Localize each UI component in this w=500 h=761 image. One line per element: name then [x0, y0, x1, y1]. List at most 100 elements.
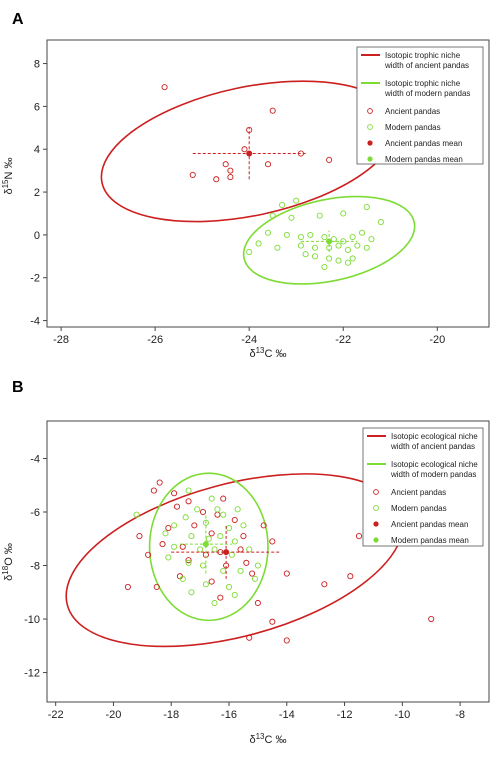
x-tick-label: -24 [241, 334, 257, 346]
modern-mean-marker [202, 541, 209, 548]
x-tick-label: -20 [429, 334, 445, 346]
x-tick-label: -18 [163, 709, 179, 721]
ancient-panda-point [326, 156, 333, 163]
legend-label: Ancient pandas [391, 488, 446, 497]
modern-panda-point [185, 559, 192, 566]
modern-panda-point [344, 246, 351, 253]
panel-b-letter: B [12, 379, 24, 396]
modern-panda-point [237, 567, 244, 574]
ancient-mean-marker [223, 549, 230, 556]
y-tick-label: 8 [34, 59, 40, 71]
modern-panda-point [231, 538, 238, 545]
modern-panda-point [335, 242, 342, 249]
panel-a-letter: A [12, 11, 24, 28]
ancient-panda-point [214, 511, 221, 518]
legend-label: Ancient pandas mean [391, 520, 468, 529]
modern-panda-point [344, 259, 351, 266]
panel-b-x-axis-label: δ13C ‰ [249, 732, 286, 746]
ancient-panda-point [136, 533, 143, 540]
legend-label: Modern pandas mean [391, 536, 469, 545]
ancient-panda-point [227, 174, 234, 181]
modern-panda-point [307, 231, 314, 238]
ancient-panda-point [217, 594, 224, 601]
panel-a-y-axis-label: δ15N ‰ [1, 157, 15, 194]
ancient-panda-point [185, 498, 192, 505]
ancient-panda-point [153, 583, 160, 590]
modern-legend-filled-key [373, 537, 379, 543]
ancient-panda-point [191, 522, 198, 529]
panel-a-x-axis-label: δ13C ‰ [249, 346, 286, 360]
modern-panda-point [214, 506, 221, 513]
legend-label: Ancient pandas mean [385, 139, 462, 148]
modern-panda-point [188, 533, 195, 540]
x-tick-label: -16 [221, 709, 237, 721]
ancient-panda-point [150, 487, 157, 494]
modern-panda-point [279, 201, 286, 208]
ancient-legend-open-key [373, 489, 379, 495]
modern-panda-point [288, 214, 295, 221]
y-tick-label: 6 [34, 101, 40, 113]
ancient-panda-point [241, 146, 248, 153]
legend-label: Isotopic ecological niche width of ancien… [390, 432, 478, 451]
panel-a-means [192, 127, 358, 253]
modern-panda-point [340, 210, 347, 217]
modern-panda-point [202, 519, 209, 526]
modern-panda-point [335, 257, 342, 264]
modern-panda-point [368, 236, 375, 243]
modern-panda-point [185, 487, 192, 494]
y-tick-label: -10 [24, 614, 40, 626]
ancient-panda-point [264, 161, 272, 168]
legend-box [356, 46, 484, 165]
modern-panda-point [194, 506, 201, 513]
modern-panda-point [234, 506, 241, 513]
y-tick-label: -4 [30, 316, 40, 328]
modern-panda-point [220, 511, 227, 518]
ancient-legend-filled-key [373, 521, 379, 527]
modern-panda-point [283, 231, 290, 238]
ancient-panda-point [222, 161, 229, 168]
ancient-panda-point [249, 570, 256, 577]
legend-label: Modern pandas mean [385, 155, 463, 164]
modern-panda-point [321, 263, 328, 271]
ancient-panda-point [227, 167, 234, 174]
modern-panda-point [220, 567, 227, 574]
y-tick-label: -6 [30, 507, 40, 519]
modern-mean-marker [326, 238, 333, 245]
modern-panda-point [349, 233, 356, 241]
modern-panda-point [311, 253, 319, 260]
ancient-panda-point [171, 490, 178, 497]
modern-panda-point [225, 524, 233, 532]
modern-panda-point [255, 240, 262, 247]
modern-panda-point [363, 204, 370, 211]
modern-panda-point [211, 599, 218, 607]
modern-panda-point [254, 562, 261, 569]
ancient-panda-point [189, 171, 196, 178]
x-tick-label: -14 [279, 709, 295, 721]
y-tick-label: 4 [34, 144, 40, 156]
ancient-panda-point [185, 557, 192, 564]
modern-panda-point [246, 546, 253, 553]
modern-panda-point [240, 522, 247, 529]
x-tick-label: -22 [48, 709, 64, 721]
ancient-panda-point [208, 530, 215, 537]
legend-label: Ancient pandas [385, 107, 440, 116]
ancient-panda-point [124, 583, 131, 590]
ancient-panda-point [161, 84, 168, 91]
modern-panda-point [208, 495, 215, 502]
modern-panda-point [293, 197, 300, 204]
modern-panda-point [211, 546, 218, 553]
ancient-panda-point [269, 538, 276, 545]
modern-panda-point [358, 229, 366, 236]
panel-b-plot-frame [46, 420, 490, 703]
modern-panda-point [377, 219, 384, 226]
modern-panda-point [311, 244, 319, 251]
modern-panda-point [179, 575, 186, 582]
modern-panda-point [321, 233, 328, 241]
modern-panda-point [225, 583, 233, 590]
modern-panda-point [246, 248, 253, 256]
legend-box [362, 427, 484, 547]
modern-panda-point [363, 244, 370, 251]
y-tick-label: -4 [30, 453, 40, 465]
ancient-panda-point [179, 543, 186, 550]
